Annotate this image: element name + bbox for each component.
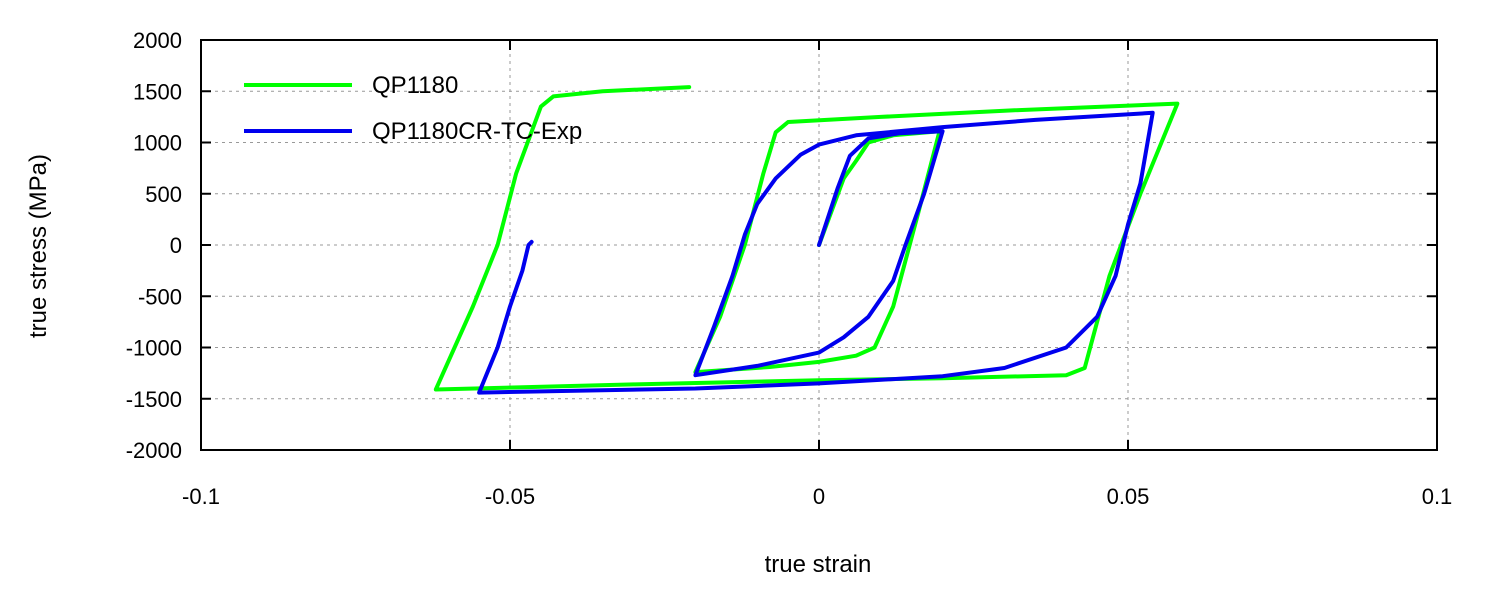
y-tick-label: 1500	[133, 79, 182, 104]
x-tick-labels: -0.1 -0.05 0 0.05 0.1	[182, 484, 1452, 509]
y-tick-label: -1000	[126, 336, 182, 361]
x-tick-label: 0	[813, 484, 825, 509]
y-axis-title: true stress (MPa)	[25, 154, 52, 338]
series-line-1	[479, 113, 1153, 393]
y-tick-label: 0	[170, 233, 182, 258]
y-tick-label: -500	[138, 284, 182, 309]
x-tick-label: 0.1	[1422, 484, 1453, 509]
y-tick-labels: 2000 1500 1000 500 0 -500 -1000 -1500 -2000	[126, 28, 182, 463]
y-tick-label: -2000	[126, 438, 182, 463]
legend-label-qp1180: QP1180	[372, 72, 458, 99]
x-axis-title: true strain	[765, 551, 872, 578]
y-tick-label: 2000	[133, 28, 182, 53]
y-tick-label: 500	[145, 182, 182, 207]
x-tick-label: -0.1	[182, 484, 220, 509]
legend-label-qp1180cr-tc-exp: QP1180CR-TC-Exp	[372, 118, 582, 145]
y-tick-label: 1000	[133, 131, 182, 156]
x-tick-label: -0.05	[485, 484, 535, 509]
y-tick-label: -1500	[126, 387, 182, 412]
x-tick-label: 0.05	[1107, 484, 1150, 509]
legend: QP1180 QP1180CR-TC-Exp	[244, 72, 582, 145]
